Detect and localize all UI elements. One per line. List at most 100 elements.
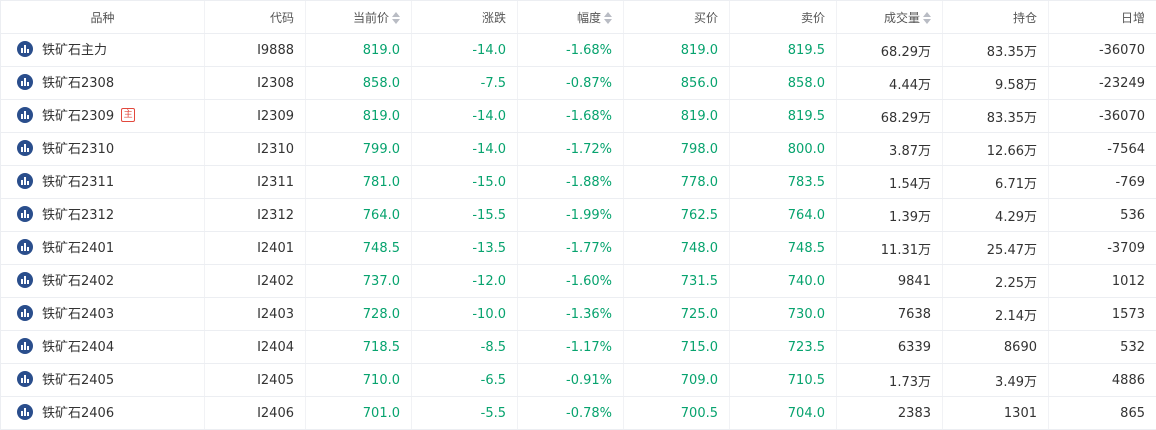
bar-chart-icon[interactable] xyxy=(17,73,33,90)
cell-change: -8.5 xyxy=(411,330,518,364)
cell-name[interactable]: 铁矿石2311 xyxy=(0,165,205,199)
sort-icon[interactable] xyxy=(392,12,400,24)
sort-icon[interactable] xyxy=(923,12,931,24)
contract-name-link[interactable]: 铁矿石2405 xyxy=(42,373,115,389)
cell-bid: 798.0 xyxy=(623,132,730,166)
cell-code: I2310 xyxy=(204,132,306,166)
cell-ask: 819.5 xyxy=(729,99,837,133)
cell-name[interactable]: 铁矿石2312 xyxy=(0,198,205,232)
table-row[interactable]: 铁矿石2310 I2310 799.0 -14.0 -1.72% 798.0 800.0 3.… xyxy=(0,132,1156,166)
bar-chart-icon[interactable] xyxy=(17,238,33,255)
contract-name-link[interactable]: 铁矿石2403 xyxy=(42,307,115,323)
contract-name-link[interactable]: 铁矿石2310 xyxy=(42,142,115,158)
col-header-price[interactable]: 当前价 xyxy=(305,0,412,34)
bar-chart-icon[interactable] xyxy=(17,40,33,57)
sort-icon[interactable] xyxy=(604,12,612,24)
table-row[interactable]: 铁矿石2309 主 I2309 819.0 -14.0 -1.68% 819.0 819.5 6… xyxy=(0,99,1156,133)
cell-code: I2406 xyxy=(204,396,306,430)
table-row[interactable]: 铁矿石2401 I2401 748.5 -13.5 -1.77% 748.0 748.5 11… xyxy=(0,231,1156,265)
col-header-pct[interactable]: 幅度 xyxy=(517,0,624,34)
contract-name-link[interactable]: 铁矿石2308 xyxy=(42,76,115,92)
table-row[interactable]: 铁矿石2402 I2402 737.0 -12.0 -1.60% 731.5 740.0 98… xyxy=(0,264,1156,298)
cell-pct: -1.88% xyxy=(517,165,624,199)
bar-chart-icon[interactable] xyxy=(17,205,33,222)
cell-bid: 725.0 xyxy=(623,297,730,331)
cell-oi: 12.66万 xyxy=(942,132,1049,166)
col-header-pct-label: 幅度 xyxy=(576,10,601,25)
col-header-daily: 日增 xyxy=(1048,0,1156,34)
col-header-volume-label: 成交量 xyxy=(883,10,920,25)
cell-ask: 858.0 xyxy=(729,66,837,100)
cell-price: 858.0 xyxy=(305,66,412,100)
cell-name[interactable]: 铁矿石2309 主 xyxy=(0,99,205,133)
cell-code: I2404 xyxy=(204,330,306,364)
cell-daily: -7564 xyxy=(1048,132,1156,166)
bar-chart-icon[interactable] xyxy=(17,271,33,288)
cell-name[interactable]: 铁矿石2401 xyxy=(0,231,205,265)
cell-ask: 710.5 xyxy=(729,363,837,397)
cell-price: 748.5 xyxy=(305,231,412,265)
contract-name-link[interactable]: 铁矿石2312 xyxy=(42,208,115,224)
cell-ask: 819.5 xyxy=(729,33,837,67)
cell-bid: 700.5 xyxy=(623,396,730,430)
contract-name-link[interactable]: 铁矿石2406 xyxy=(42,406,115,422)
table-row[interactable]: 铁矿石2403 I2403 728.0 -10.0 -1.36% 725.0 730.0 76… xyxy=(0,297,1156,331)
cell-change: -6.5 xyxy=(411,363,518,397)
cell-pct: -1.99% xyxy=(517,198,624,232)
cell-code: I2308 xyxy=(204,66,306,100)
col-header-price-label: 当前价 xyxy=(352,10,389,25)
cell-name[interactable]: 铁矿石2405 xyxy=(0,363,205,397)
cell-name[interactable]: 铁矿石2403 xyxy=(0,297,205,331)
cell-name[interactable]: 铁矿石2308 xyxy=(0,66,205,100)
table-body: 铁矿石主力 I9888 819.0 -14.0 -1.68% 819.0 819.5 68.2… xyxy=(0,33,1156,430)
table-row[interactable]: 铁矿石主力 I9888 819.0 -14.0 -1.68% 819.0 819.5 68.2… xyxy=(0,33,1156,67)
cell-name[interactable]: 铁矿石主力 xyxy=(0,33,205,67)
bar-chart-icon[interactable] xyxy=(17,403,33,420)
table-row[interactable]: 铁矿石2311 I2311 781.0 -15.0 -1.88% 778.0 783.5 1.… xyxy=(0,165,1156,199)
bar-chart-icon[interactable] xyxy=(17,370,33,387)
contract-name-link[interactable]: 铁矿石2311 xyxy=(42,175,115,191)
table-row[interactable]: 铁矿石2312 I2312 764.0 -15.5 -1.99% 762.5 764.0 1.… xyxy=(0,198,1156,232)
bar-chart-icon[interactable] xyxy=(17,337,33,354)
cell-code: I2311 xyxy=(204,165,306,199)
cell-code: I2405 xyxy=(204,363,306,397)
cell-pct: -1.72% xyxy=(517,132,624,166)
cell-name[interactable]: 铁矿石2404 xyxy=(0,330,205,364)
bar-chart-icon[interactable] xyxy=(17,304,33,321)
table-row[interactable]: 铁矿石2406 I2406 701.0 -5.5 -0.78% 700.5 704.0 238… xyxy=(0,396,1156,430)
cell-daily: 865 xyxy=(1048,396,1156,430)
col-header-volume[interactable]: 成交量 xyxy=(836,0,943,34)
bar-chart-icon[interactable] xyxy=(17,139,33,156)
cell-price: 737.0 xyxy=(305,264,412,298)
cell-change: -15.0 xyxy=(411,165,518,199)
contract-name-link[interactable]: 铁矿石2404 xyxy=(42,340,115,356)
cell-volume: 7638 xyxy=(836,297,943,331)
cell-ask: 740.0 xyxy=(729,264,837,298)
contract-name-link[interactable]: 铁矿石2309 xyxy=(42,109,115,125)
cell-daily: -769 xyxy=(1048,165,1156,199)
cell-price: 764.0 xyxy=(305,198,412,232)
cell-price: 799.0 xyxy=(305,132,412,166)
cell-volume: 68.29万 xyxy=(836,99,943,133)
cell-pct: -0.87% xyxy=(517,66,624,100)
contract-name-link[interactable]: 铁矿石主力 xyxy=(42,43,108,59)
table-row[interactable]: 铁矿石2405 I2405 710.0 -6.5 -0.91% 709.0 710.5 1.7… xyxy=(0,363,1156,397)
table-row[interactable]: 铁矿石2308 I2308 858.0 -7.5 -0.87% 856.0 858.0 4.4… xyxy=(0,66,1156,100)
bar-chart-icon[interactable] xyxy=(17,106,33,123)
bar-chart-icon[interactable] xyxy=(17,172,33,189)
cell-volume: 9841 xyxy=(836,264,943,298)
cell-name[interactable]: 铁矿石2402 xyxy=(0,264,205,298)
table-row[interactable]: 铁矿石2404 I2404 718.5 -8.5 -1.17% 715.0 723.5 633… xyxy=(0,330,1156,364)
col-header-change: 涨跌 xyxy=(411,0,518,34)
cell-code: I9888 xyxy=(204,33,306,67)
cell-name[interactable]: 铁矿石2406 xyxy=(0,396,205,430)
col-header-daily-label: 日增 xyxy=(1120,10,1145,25)
contract-name-link[interactable]: 铁矿石2402 xyxy=(42,274,115,290)
cell-name[interactable]: 铁矿石2310 xyxy=(0,132,205,166)
name-wrap: 铁矿石2406 xyxy=(17,402,114,421)
name-wrap: 铁矿石2311 xyxy=(17,171,114,190)
contract-name-link[interactable]: 铁矿石2401 xyxy=(42,241,115,257)
name-wrap: 铁矿石主力 xyxy=(17,39,107,58)
cell-bid: 819.0 xyxy=(623,99,730,133)
cell-code: I2401 xyxy=(204,231,306,265)
